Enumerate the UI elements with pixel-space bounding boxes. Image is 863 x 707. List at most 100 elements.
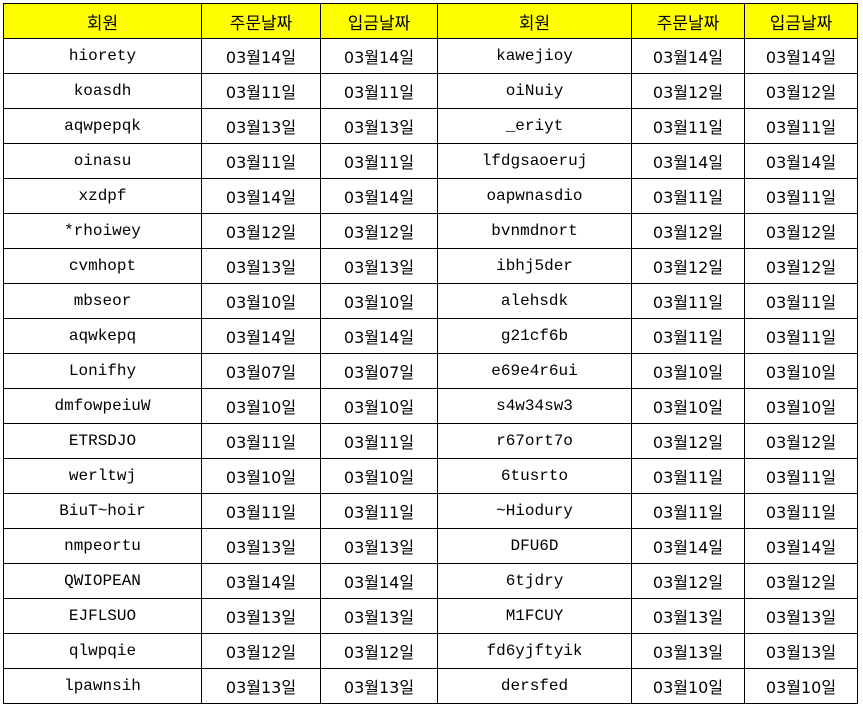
order-date-cell[interactable]: 03월13일: [631, 633, 745, 669]
member-cell[interactable]: QWIOPEAN: [3, 563, 202, 599]
member-cell[interactable]: e69e4r6ui: [437, 353, 632, 389]
deposit-date-cell[interactable]: 03월13일: [744, 633, 858, 669]
order-date-cell[interactable]: 03월13일: [631, 598, 745, 634]
deposit-date-cell[interactable]: 03월12일: [744, 73, 858, 109]
order-date-cell[interactable]: 03월11일: [631, 108, 745, 144]
member-cell[interactable]: ~Hiodury: [437, 493, 632, 529]
header-member[interactable]: 회원: [3, 3, 202, 39]
deposit-date-cell[interactable]: 03월13일: [320, 108, 438, 144]
order-date-cell[interactable]: 03월13일: [201, 248, 321, 284]
deposit-date-cell[interactable]: 03월13일: [320, 248, 438, 284]
deposit-date-cell[interactable]: 03월11일: [744, 178, 858, 214]
member-cell[interactable]: oinasu: [3, 143, 202, 179]
header-deposit-date-2[interactable]: 입금날짜: [744, 3, 858, 39]
deposit-date-cell[interactable]: 03월11일: [744, 458, 858, 494]
member-cell[interactable]: g21cf6b: [437, 318, 632, 354]
deposit-date-cell[interactable]: 03월10일: [744, 668, 858, 704]
member-cell[interactable]: s4w34sw3: [437, 388, 632, 424]
member-cell[interactable]: ETRSDJO: [3, 423, 202, 459]
deposit-date-cell[interactable]: 03월12일: [744, 423, 858, 459]
order-date-cell[interactable]: 03월11일: [631, 458, 745, 494]
member-cell[interactable]: *rhoiwey: [3, 213, 202, 249]
order-date-cell[interactable]: 03월12일: [631, 248, 745, 284]
member-cell[interactable]: lpawnsih: [3, 668, 202, 704]
order-date-cell[interactable]: 03월13일: [201, 528, 321, 564]
deposit-date-cell[interactable]: 03월14일: [744, 143, 858, 179]
order-date-cell[interactable]: 03월12일: [631, 73, 745, 109]
order-date-cell[interactable]: 03월11일: [201, 493, 321, 529]
header-order-date[interactable]: 주문날짜: [201, 3, 321, 39]
deposit-date-cell[interactable]: 03월14일: [320, 563, 438, 599]
order-date-cell[interactable]: 03월12일: [201, 213, 321, 249]
member-cell[interactable]: lfdgsaoeruj: [437, 143, 632, 179]
deposit-date-cell[interactable]: 03월11일: [320, 143, 438, 179]
order-date-cell[interactable]: 03월13일: [201, 108, 321, 144]
deposit-date-cell[interactable]: 03월12일: [320, 633, 438, 669]
order-date-cell[interactable]: 03월10일: [201, 388, 321, 424]
deposit-date-cell[interactable]: 03월14일: [320, 38, 438, 74]
member-cell[interactable]: _eriyt: [437, 108, 632, 144]
order-date-cell[interactable]: 03월12일: [201, 633, 321, 669]
member-cell[interactable]: qlwpqie: [3, 633, 202, 669]
member-cell[interactable]: BiuT~hoir: [3, 493, 202, 529]
order-date-cell[interactable]: 03월13일: [201, 668, 321, 704]
member-cell[interactable]: 6tusrto: [437, 458, 632, 494]
order-date-cell[interactable]: 03월11일: [631, 283, 745, 319]
deposit-date-cell[interactable]: 03월14일: [744, 528, 858, 564]
order-date-cell[interactable]: 03월11일: [631, 493, 745, 529]
deposit-date-cell[interactable]: 03월10일: [744, 353, 858, 389]
deposit-date-cell[interactable]: 03월13일: [320, 598, 438, 634]
member-cell[interactable]: Lonifhy: [3, 353, 202, 389]
deposit-date-cell[interactable]: 03월10일: [320, 388, 438, 424]
member-cell[interactable]: bvnmdnort: [437, 213, 632, 249]
member-cell[interactable]: fd6yjftyik: [437, 633, 632, 669]
order-date-cell[interactable]: 03월14일: [201, 563, 321, 599]
deposit-date-cell[interactable]: 03월14일: [744, 38, 858, 74]
order-date-cell[interactable]: 03월11일: [631, 318, 745, 354]
member-cell[interactable]: koasdh: [3, 73, 202, 109]
deposit-date-cell[interactable]: 03월12일: [744, 563, 858, 599]
deposit-date-cell[interactable]: 03월12일: [744, 248, 858, 284]
order-date-cell[interactable]: 03월07일: [201, 353, 321, 389]
header-deposit-date[interactable]: 입금날짜: [320, 3, 438, 39]
order-date-cell[interactable]: 03월14일: [201, 178, 321, 214]
order-date-cell[interactable]: 03월10일: [201, 458, 321, 494]
order-date-cell[interactable]: 03월14일: [201, 38, 321, 74]
order-date-cell[interactable]: 03월12일: [631, 213, 745, 249]
member-cell[interactable]: nmpeortu: [3, 528, 202, 564]
deposit-date-cell[interactable]: 03월10일: [320, 283, 438, 319]
member-cell[interactable]: kawejioy: [437, 38, 632, 74]
deposit-date-cell[interactable]: 03월10일: [744, 388, 858, 424]
deposit-date-cell[interactable]: 03월13일: [320, 668, 438, 704]
order-date-cell[interactable]: 03월14일: [631, 143, 745, 179]
deposit-date-cell[interactable]: 03월13일: [744, 598, 858, 634]
order-date-cell[interactable]: 03월14일: [631, 38, 745, 74]
deposit-date-cell[interactable]: 03월11일: [744, 283, 858, 319]
order-date-cell[interactable]: 03월10일: [201, 283, 321, 319]
deposit-date-cell[interactable]: 03월11일: [744, 318, 858, 354]
deposit-date-cell[interactable]: 03월10일: [320, 458, 438, 494]
member-cell[interactable]: 6tjdry: [437, 563, 632, 599]
deposit-date-cell[interactable]: 03월13일: [320, 528, 438, 564]
member-cell[interactable]: mbseor: [3, 283, 202, 319]
deposit-date-cell[interactable]: 03월11일: [320, 423, 438, 459]
deposit-date-cell[interactable]: 03월11일: [744, 108, 858, 144]
member-cell[interactable]: oiNuiy: [437, 73, 632, 109]
deposit-date-cell[interactable]: 03월07일: [320, 353, 438, 389]
order-date-cell[interactable]: 03월10일: [631, 353, 745, 389]
member-cell[interactable]: dersfed: [437, 668, 632, 704]
member-cell[interactable]: werltwj: [3, 458, 202, 494]
header-member-2[interactable]: 회원: [437, 3, 632, 39]
deposit-date-cell[interactable]: 03월11일: [320, 73, 438, 109]
order-date-cell[interactable]: 03월14일: [201, 318, 321, 354]
member-cell[interactable]: oapwnasdio: [437, 178, 632, 214]
member-cell[interactable]: M1FCUY: [437, 598, 632, 634]
member-cell[interactable]: ibhj5der: [437, 248, 632, 284]
order-date-cell[interactable]: 03월11일: [201, 423, 321, 459]
order-date-cell[interactable]: 03월11일: [631, 178, 745, 214]
deposit-date-cell[interactable]: 03월12일: [744, 213, 858, 249]
member-cell[interactable]: EJFLSUO: [3, 598, 202, 634]
deposit-date-cell[interactable]: 03월11일: [320, 493, 438, 529]
member-cell[interactable]: aqwkepq: [3, 318, 202, 354]
deposit-date-cell[interactable]: 03월14일: [320, 318, 438, 354]
